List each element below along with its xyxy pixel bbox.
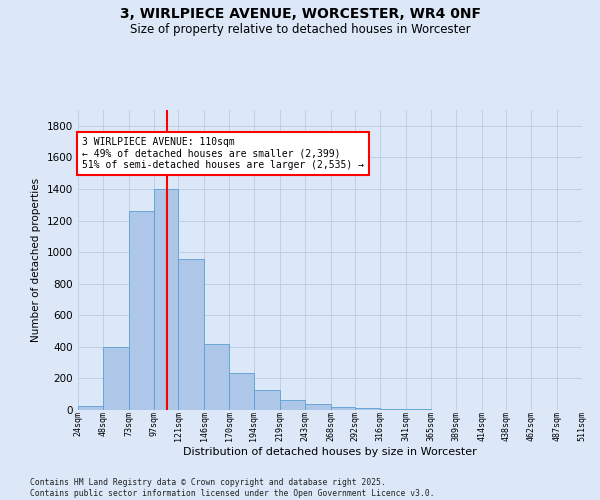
Bar <box>331 407 355 410</box>
X-axis label: Distribution of detached houses by size in Worcester: Distribution of detached houses by size … <box>183 447 477 457</box>
Bar <box>154 189 178 410</box>
Text: Size of property relative to detached houses in Worcester: Size of property relative to detached ho… <box>130 22 470 36</box>
Bar <box>355 408 380 410</box>
Text: 3 WIRLPIECE AVENUE: 110sqm
← 49% of detached houses are smaller (2,399)
51% of s: 3 WIRLPIECE AVENUE: 110sqm ← 49% of deta… <box>82 137 364 170</box>
Y-axis label: Number of detached properties: Number of detached properties <box>31 178 41 342</box>
Bar <box>129 211 154 410</box>
Text: 3, WIRLPIECE AVENUE, WORCESTER, WR4 0NF: 3, WIRLPIECE AVENUE, WORCESTER, WR4 0NF <box>119 8 481 22</box>
Bar <box>229 373 254 410</box>
Bar <box>178 259 204 410</box>
Bar <box>380 409 406 410</box>
Text: Contains HM Land Registry data © Crown copyright and database right 2025.
Contai: Contains HM Land Registry data © Crown c… <box>30 478 434 498</box>
Bar <box>406 409 431 410</box>
Bar <box>78 406 103 410</box>
Bar <box>254 390 280 410</box>
Bar <box>305 404 331 410</box>
Bar <box>103 347 129 410</box>
Bar <box>204 344 229 410</box>
Bar <box>280 400 305 410</box>
